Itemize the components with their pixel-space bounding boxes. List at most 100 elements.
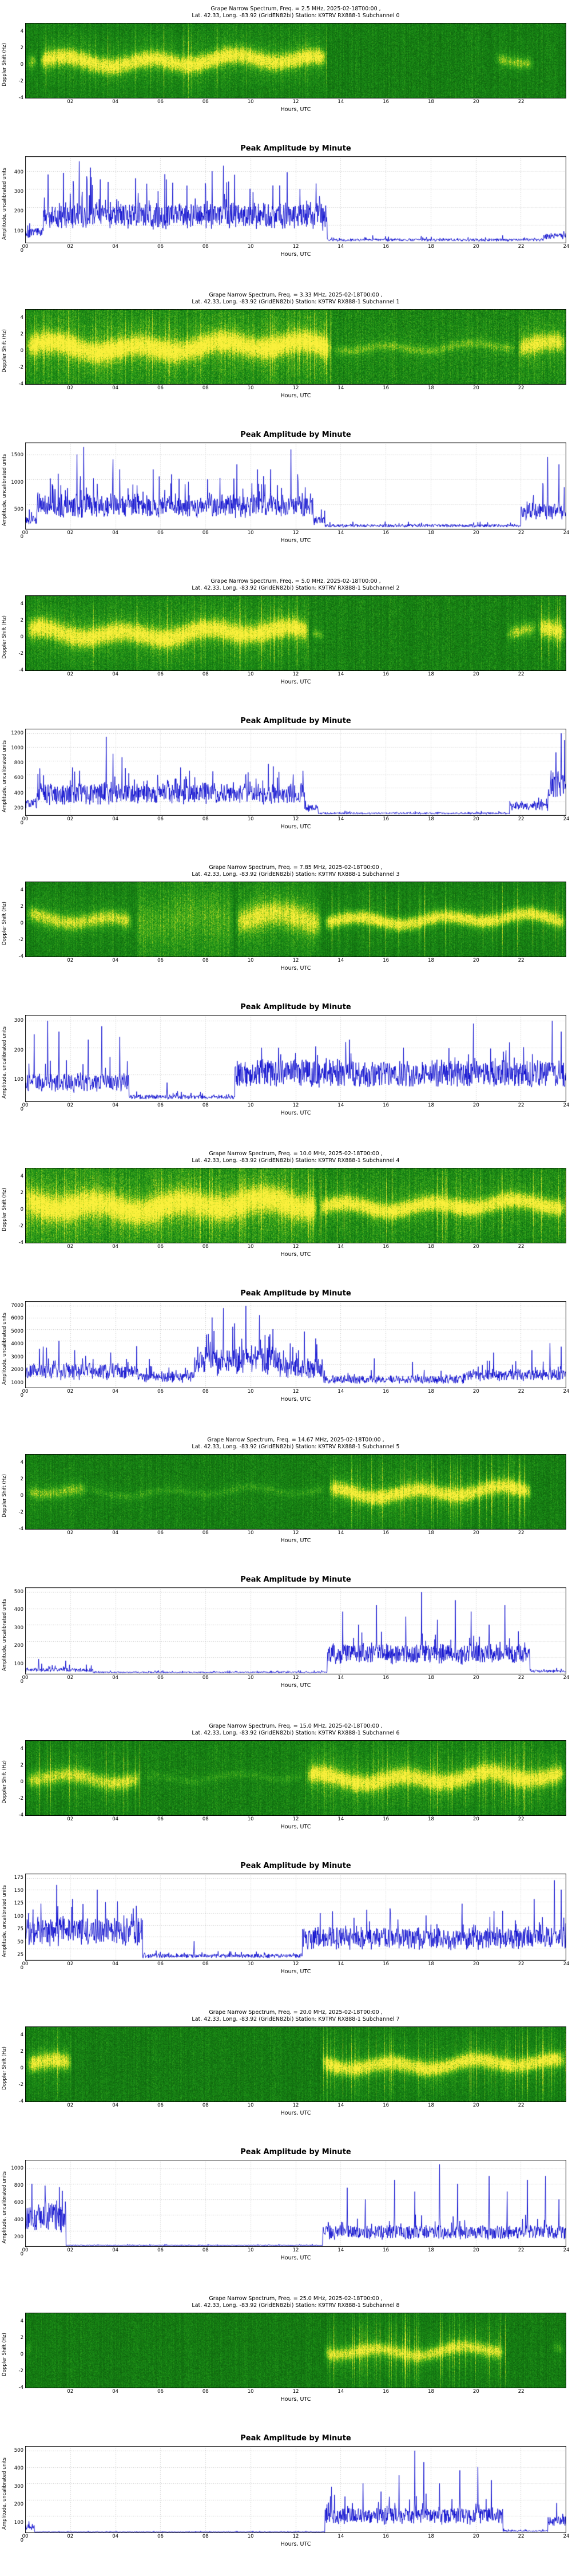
spectrogram-ytick-label: 2 [20,1190,23,1196]
spectrogram-xtick-label: 14 [337,385,344,391]
amplitude-plot-area: 00 02 04 06 08 10 12 14 16 18 20 22 24 [22,442,570,537]
spectrogram-xtick-label: 02 [67,2389,74,2395]
amplitude-xtick-labels: 00 02 04 06 08 10 12 14 16 18 20 22 24 [22,816,570,823]
amplitude-xtick-labels: 00 02 04 06 08 10 12 14 16 18 20 22 24 [22,1388,570,1396]
amplitude-xlabel: Hours, UTC [280,824,311,830]
spectrogram-heatmap [25,309,566,385]
spectrogram-xlabel: Hours, UTC [280,965,311,971]
spectrogram-xtick-label: 10 [247,1530,254,1536]
amplitude-xtick-label: 02 [67,244,74,250]
spectrogram-ytick-label: 4 [20,2318,23,2324]
spectrogram-xtick-labels: 02 04 06 08 10 12 14 16 18 20 22 [25,1243,566,1251]
spectrogram-xtick-label: 20 [472,2103,479,2108]
amplitude-ytick-label: 400 [14,2217,23,2223]
amplitude-xtick-label: 04 [112,2534,119,2539]
amplitude-xtick-label: 22 [518,1961,525,1967]
amplitude-ytick-label: 200 [14,1643,23,1649]
amplitude-xtick-label: 18 [428,1961,434,1967]
amplitude-xtick-label: 14 [337,1103,344,1108]
spectrogram-xlabel: Hours, UTC [280,2110,311,2116]
spectrogram-xtick-label: 18 [428,1816,434,1822]
spectrogram-heatmap [25,1740,566,1816]
amplitude-xtick-label: 16 [383,244,390,250]
amplitude-xtick-label: 18 [428,2534,434,2539]
spectrogram-xtick-label: 16 [383,1816,390,1822]
subchannel-section: Grape Narrow Spectrum, Freq. = 25.0 MHz,… [0,2290,572,2576]
amplitude-xtick-label: 08 [202,2247,209,2253]
spectrogram-ylabel: Doppler Shift (Hz) [2,1187,7,1231]
amplitude-xtick-label: 04 [112,1389,119,1394]
spectrogram-xtick-label: 12 [292,1816,299,1822]
spectrogram-xtick-label: 22 [518,1816,525,1822]
spectrogram-xtick-label: 18 [428,2103,434,2108]
amplitude-ytick-label: 500 [14,1589,23,1595]
amplitude-xtick-label: 18 [428,1389,434,1394]
amplitude-xtick-label: 10 [247,1675,254,1681]
amplitude-plot-row: Amplitude, uncalibrated units 0 25 50 75 100… [0,1874,572,1971]
spectrogram-xtick-label: 22 [518,1244,525,1250]
spectrogram-title: Grape Narrow Spectrum, Freq. = 2.5 MHz, … [210,6,381,12]
spectrogram-title: Grape Narrow Spectrum, Freq. = 14.67 MHz… [207,1437,384,1443]
amplitude-xtick-label: 12 [292,1675,299,1681]
spectrogram-ytick-label: -4 [18,667,23,673]
amplitude-xtick-label: 06 [157,530,164,536]
amplitude-ytick-label: 50 [17,1939,23,1945]
amplitude-ytick-label: 300 [14,1018,23,1024]
amplitude-ytick-label: 175 [14,1875,23,1881]
amplitude-xtick-label: 22 [518,530,525,536]
spectrogram-plot-area: 02 04 06 08 10 12 14 16 18 20 22 [25,882,566,965]
spectrogram-subtitle: Lat. 42.33, Long. -83.92 (GridEN82bi) St… [192,1730,400,1736]
amplitude-ytick-label: 1000 [11,1380,23,1386]
spectrogram-ytick-label: 2 [20,45,23,51]
amplitude-xtick-label: 10 [247,1389,254,1394]
amplitude-plot-row: Amplitude, uncalibrated units 0 200 400 600… [0,729,572,826]
amplitude-plot-row: Amplitude, uncalibrated units 0 200 400 600… [0,2160,572,2257]
spectrogram-heatmap [25,1454,566,1530]
spectrogram-xtick-label: 10 [247,2389,254,2395]
spectrogram-plot-row: Doppler Shift (Hz) 4 2 0 -2 -4 02 04 06 08 10 12 1… [0,23,572,106]
amplitude-ylabel: Amplitude, uncalibrated units [2,453,7,526]
amplitude-ylabel-wrap: Amplitude, uncalibrated units [0,1874,9,1968]
amplitude-line-chart [25,2446,566,2533]
spectrogram-xtick-label: 04 [112,958,119,963]
amplitude-ytick-labels: 0 25 50 75 100 125 150 175 [9,1874,25,1971]
spectrogram-ytick-label: 2 [20,1476,23,1482]
spectrogram-xtick-label: 14 [337,958,344,963]
amplitude-xtick-label: 02 [67,1389,74,1394]
amplitude-xtick-label: 02 [67,816,74,822]
amplitude-ytick-label: 0 [20,820,23,826]
spectrogram-ytick-label: 4 [20,1459,23,1465]
spectrogram-xtick-label: 18 [428,99,434,105]
amplitude-ylabel-wrap: Amplitude, uncalibrated units [0,442,9,537]
amplitude-xtick-label: 04 [112,816,119,822]
spectrogram-ylabel-wrap: Doppler Shift (Hz) [0,2313,9,2396]
spectrogram-ytick-label: 0 [20,347,23,354]
amplitude-xtick-label: 14 [337,1961,344,1967]
spectrogram-xtick-label: 08 [202,1530,209,1536]
spectrogram-ytick-label: -4 [18,94,23,101]
spectrogram-ytick-labels: 4 2 0 -2 -4 [9,23,25,106]
spectrogram-xtick-label: 10 [247,671,254,677]
amplitude-ylabel-wrap: Amplitude, uncalibrated units [0,1301,9,1396]
spectrogram-xtick-label: 22 [518,671,525,677]
amplitude-xtick-labels: 00 02 04 06 08 10 12 14 16 18 20 22 24 [22,530,570,537]
spectrogram-ylabel: Doppler Shift (Hz) [2,615,7,659]
spectrogram-plot-row: Doppler Shift (Hz) 4 2 0 -2 -4 02 04 06 08 10 12 1… [0,2313,572,2396]
spectrogram-xtick-label: 22 [518,2389,525,2395]
amplitude-xtick-label: 06 [157,1389,164,1394]
amplitude-xtick-label: 00 [22,1961,29,1967]
spectrogram-plot-area: 02 04 06 08 10 12 14 16 18 20 22 [25,2026,566,2109]
amplitude-line-chart [25,442,566,530]
amplitude-plot-row: Amplitude, uncalibrated units 0 100 200 300… [0,1015,572,1112]
amplitude-xtick-label: 08 [202,1103,209,1108]
spectrogram-ytick-label: 0 [20,2065,23,2071]
amplitude-xtick-label: 22 [518,2247,525,2253]
amplitude-xtick-label: 18 [428,2247,434,2253]
amplitude-ylabel: Amplitude, uncalibrated units [2,167,7,240]
amplitude-xtick-label: 08 [202,1675,209,1681]
spectrogram-ylabel-wrap: Doppler Shift (Hz) [0,882,9,965]
amplitude-line-chart [25,1874,566,1961]
amplitude-ytick-label: 100 [14,1077,23,1083]
spectrogram-xtick-label: 18 [428,385,434,391]
